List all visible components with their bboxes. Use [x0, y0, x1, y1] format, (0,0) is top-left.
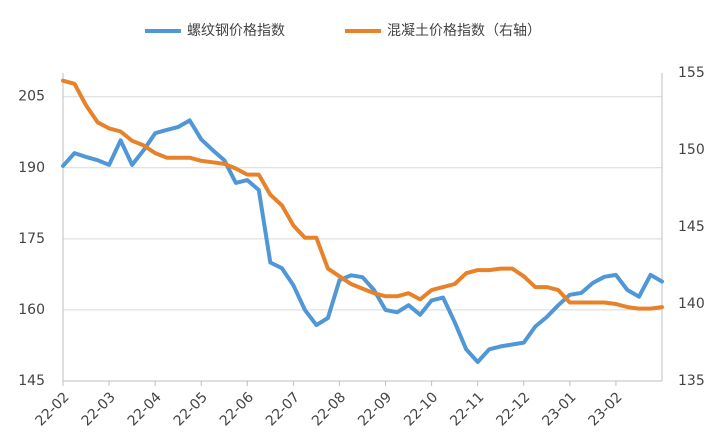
x-tick-label: 22-07 [263, 389, 303, 429]
x-tick-label: 22-11 [447, 389, 487, 429]
y2-tick-label: 135 [678, 373, 705, 389]
y-tick-label: 205 [18, 89, 45, 105]
series-line [61, 78, 664, 311]
y-tick-label: 175 [18, 231, 45, 247]
x-tick-label: 22-03 [79, 389, 119, 429]
y2-tick-label: 140 [678, 296, 705, 312]
y2-tick-label: 155 [678, 65, 705, 81]
y-tick-label: 160 [18, 302, 45, 318]
x-tick-label: 23-01 [539, 389, 579, 429]
x-tick-label: 23-02 [585, 389, 625, 429]
x-tick-label: 22-08 [309, 389, 349, 429]
x-tick-label: 22-06 [217, 389, 257, 429]
x-tick-label: 22-05 [171, 389, 211, 429]
series-line [61, 118, 664, 364]
y2-tick-label: 145 [678, 219, 705, 235]
x-tick-label: 22-04 [125, 389, 165, 429]
legend-label: 螺纹钢价格指数 [187, 23, 285, 39]
x-tick-label: 22-12 [493, 389, 533, 429]
x-tick-label: 22-09 [355, 389, 395, 429]
legend-label: 混凝土价格指数（右轴） [387, 23, 541, 39]
y-tick-label: 145 [18, 373, 45, 389]
y2-tick-label: 150 [678, 142, 705, 158]
y-tick-label: 190 [18, 160, 45, 176]
x-tick-label: 22-10 [401, 389, 441, 429]
x-tick-label: 22-02 [33, 389, 73, 429]
